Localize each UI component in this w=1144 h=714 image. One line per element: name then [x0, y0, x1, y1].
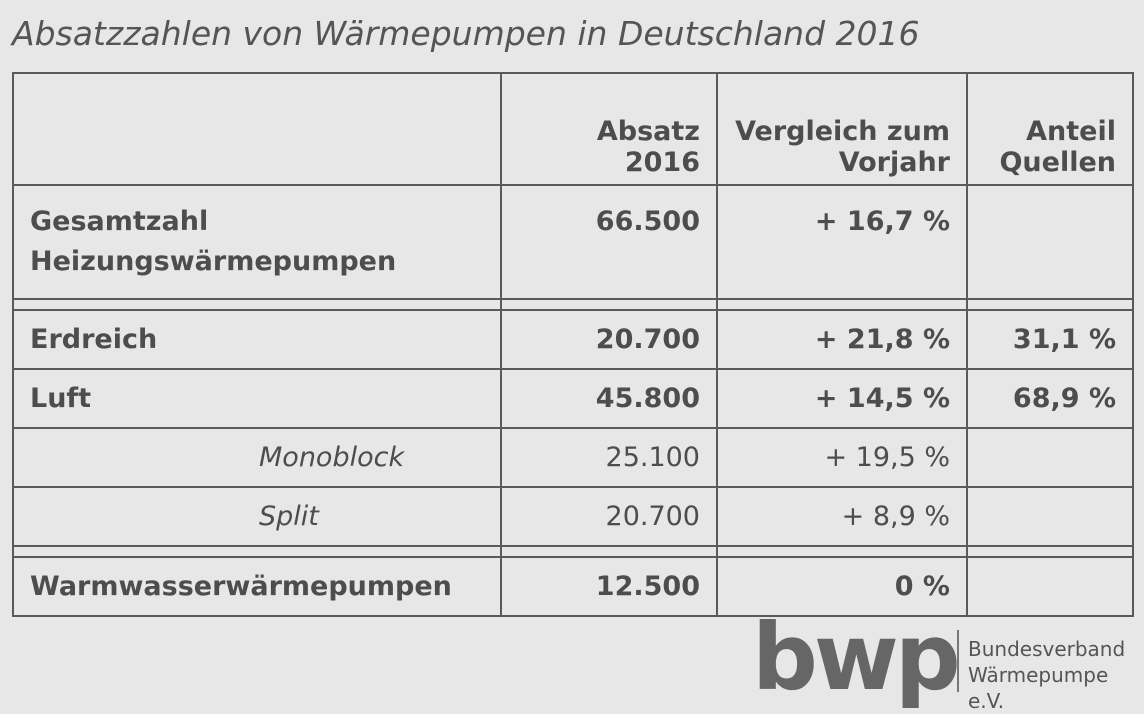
cell-line: Gesamtzahl — [30, 206, 209, 237]
cell — [966, 545, 1134, 558]
sales-table: Absatz 2016 Vergleich zum Vorjahr Anteil Que… — [12, 72, 1134, 617]
cell — [966, 556, 1134, 617]
sub-row: Monoblock 25.100 + 19,5 % — [12, 427, 1134, 488]
cell: Warmwasserwärmepumpen — [12, 556, 502, 617]
title: Absatzzahlen von Wärmepumpen in Deutschl… — [12, 14, 920, 53]
spacer-row — [12, 298, 1134, 311]
cell: 0 % — [716, 556, 968, 617]
cell-text: + 14,5 % — [814, 383, 950, 414]
cell: + 19,5 % — [716, 427, 968, 488]
cell-text: 31,1 % — [1012, 324, 1116, 355]
cell-line: Warmwasserwärmepumpen — [30, 571, 452, 602]
logo-divider — [957, 630, 959, 692]
sub-row: Split 20.700 + 8,9 % — [12, 486, 1134, 547]
cell: 66.500 — [500, 184, 718, 300]
logo-line: Wärmepumpe e.V. — [968, 663, 1109, 713]
cell: Split — [12, 486, 502, 547]
logo-line: Bundesverband — [968, 637, 1126, 661]
data-row: Warmwasserwärmepumpen 12.500 0 % — [12, 556, 1134, 617]
cell — [966, 298, 1134, 311]
cell-line: Anteil — [1026, 116, 1116, 147]
cell-text: 20.700 — [595, 324, 700, 355]
cell — [966, 184, 1134, 300]
cell: 12.500 — [500, 556, 718, 617]
cell-text: 25.100 — [605, 442, 700, 473]
cell-text: + 8,9 % — [841, 501, 950, 532]
cell-line: Quellen — [999, 147, 1116, 178]
cell-text: 12.500 — [595, 571, 700, 602]
cell: 45.800 — [500, 368, 718, 429]
spacer-row — [12, 545, 1134, 558]
cell: Absatz 2016 — [500, 72, 718, 186]
cell — [500, 545, 718, 558]
cell: + 14,5 % — [716, 368, 968, 429]
cell-text: 66.500 — [595, 206, 700, 237]
cell: Vergleich zum Vorjahr — [716, 72, 968, 186]
data-row: Gesamtzahl Heizungswärmepumpen 66.500 + 16,… — [12, 184, 1134, 300]
cell — [500, 298, 718, 311]
cell-text: 68,9 % — [1012, 383, 1116, 414]
cell: Luft — [12, 368, 502, 429]
cell-line: Erdreich — [30, 324, 158, 355]
cell — [12, 545, 502, 558]
cell-text: Monoblock — [259, 442, 405, 473]
cell: + 8,9 % — [716, 486, 968, 547]
cell-text: 45.800 — [595, 383, 700, 414]
data-row: Erdreich 20.700 + 21,8 % 31,1 % — [12, 309, 1134, 370]
cell-text: + 16,7 % — [814, 206, 950, 237]
cell-text: 0 % — [894, 571, 950, 602]
cell: + 16,7 % — [716, 184, 968, 300]
cell — [966, 486, 1134, 547]
cell: Erdreich — [12, 309, 502, 370]
header-row: Absatz 2016 Vergleich zum Vorjahr Anteil Que… — [12, 72, 1134, 186]
cell-text: 20.700 — [605, 501, 700, 532]
cell-text: + 19,5 % — [824, 442, 950, 473]
cell: Monoblock — [12, 427, 502, 488]
cell — [12, 298, 502, 311]
cell-line: Luft — [30, 383, 92, 414]
cell-text: Absatz 2016 — [596, 116, 700, 178]
logo-mark: bwp — [752, 604, 961, 711]
cell: 20.700 — [500, 486, 718, 547]
cell-line: Vorjahr — [838, 147, 950, 178]
cell: + 21,8 % — [716, 309, 968, 370]
cell-line: Heizungswärmepumpen — [30, 246, 397, 277]
logo-text: Bundesverband Wärmepumpe e.V. — [968, 636, 1144, 714]
cell: Gesamtzahl Heizungswärmepumpen — [12, 184, 502, 300]
cell — [12, 72, 502, 186]
cell: 68,9 % — [966, 368, 1134, 429]
cell-text: + 21,8 % — [814, 324, 950, 355]
cell-text: Split — [259, 501, 319, 532]
cell: 25.100 — [500, 427, 718, 488]
data-row: Luft 45.800 + 14,5 % 68,9 % — [12, 368, 1134, 429]
cell — [716, 298, 968, 311]
cell: Anteil Quellen — [966, 72, 1134, 186]
cell-line: Vergleich zum — [735, 116, 950, 147]
cell: 20.700 — [500, 309, 718, 370]
cell — [966, 427, 1134, 488]
cell — [716, 545, 968, 558]
cell: 31,1 % — [966, 309, 1134, 370]
